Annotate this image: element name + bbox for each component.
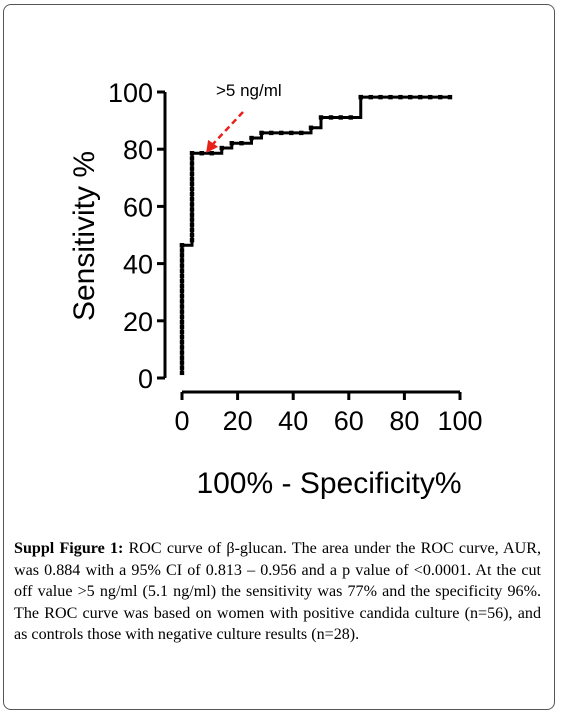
roc-point: [179, 258, 185, 263]
y-tick-label: 60: [123, 192, 153, 222]
roc-point: [189, 151, 195, 156]
roc-point: [179, 304, 185, 309]
roc-point: [179, 355, 185, 360]
roc-point: [189, 191, 195, 197]
roc-point: [447, 94, 453, 100]
roc-point: [179, 329, 185, 335]
roc-point: [189, 156, 195, 161]
roc-point: [179, 360, 185, 365]
roc-point: [348, 115, 353, 120]
roc-point: [358, 94, 363, 100]
roc-point: [189, 202, 195, 207]
y-tick-label: 80: [123, 135, 153, 165]
x-tick-label: 80: [389, 406, 419, 436]
roc-point: [189, 232, 195, 238]
roc-point: [289, 130, 294, 136]
roc-point: [189, 186, 195, 192]
roc-point: [179, 288, 185, 294]
roc-point: [209, 151, 214, 156]
roc-chart: 0 20 40 60 80 100 0 20 40 60 80 100 >5 ng/ml 100% -…: [68, 78, 483, 500]
roc-point: [428, 94, 433, 100]
roc-point: [189, 217, 195, 222]
roc-point: [378, 94, 383, 100]
roc-point: [179, 243, 185, 248]
roc-point: [179, 283, 185, 289]
y-tick-label: 40: [123, 250, 153, 280]
roc-point: [418, 94, 423, 100]
caption-text: ROC curve of β-glucan. The area under th…: [14, 540, 541, 644]
roc-point: [179, 340, 185, 345]
roc-point: [179, 278, 185, 284]
roc-point: [189, 181, 195, 187]
roc-point: [179, 334, 185, 340]
roc-point: [179, 314, 185, 319]
roc-point: [179, 268, 185, 273]
roc-line: [180, 95, 450, 373]
roc-point: [179, 319, 185, 325]
roc-point: [189, 161, 195, 166]
roc-point: [179, 370, 185, 376]
roc-point: [179, 263, 185, 268]
roc-point: [189, 207, 195, 212]
roc-point: [179, 299, 185, 304]
roc-point: [189, 197, 195, 202]
roc-point: [299, 130, 304, 136]
tick-labels: 0 20 40 60 80 100 0 20 40 60 80 100: [108, 78, 483, 436]
roc-point: [179, 365, 185, 370]
y-tick-label: 0: [138, 364, 153, 394]
roc-point: [239, 140, 244, 146]
roc-point: [368, 94, 373, 100]
figure-caption: Suppl Figure 1: ROC curve of β-glucan. T…: [14, 538, 541, 646]
x-axis-label: 100% - Specificity%: [196, 467, 461, 500]
roc-point: [179, 253, 185, 258]
roc-point: [249, 135, 254, 141]
annotation-arrow-head: [206, 139, 219, 153]
roc-point: [219, 145, 224, 151]
annotation-label: >5 ng/ml: [216, 81, 282, 100]
roc-point: [199, 151, 204, 156]
chart-axes: [157, 90, 462, 400]
roc-point: [338, 115, 343, 120]
y-tick-label: 20: [123, 307, 153, 337]
annotation-arrow-shaft: [211, 111, 244, 146]
caption-label: Suppl Figure 1:: [14, 540, 124, 557]
figure-frame: [3, 4, 555, 710]
x-tick-label: 100: [437, 406, 482, 436]
roc-point: [388, 94, 393, 100]
roc-point: [269, 130, 274, 136]
x-tick-label: 0: [174, 406, 189, 436]
roc-point: [189, 227, 195, 233]
roc-series: [179, 94, 453, 376]
x-tick-label: 40: [278, 406, 308, 436]
y-axis-label: Sensitivity %: [68, 151, 101, 321]
roc-point: [438, 94, 443, 100]
roc-point: [179, 294, 185, 299]
roc-point: [318, 115, 324, 120]
roc-point: [179, 273, 185, 279]
y-tick-label: 100: [108, 78, 153, 108]
roc-point: [179, 248, 185, 253]
roc-point: [179, 324, 185, 330]
roc-point: [398, 94, 403, 100]
x-tick-label: 20: [223, 406, 253, 436]
roc-point: [408, 94, 413, 100]
roc-point: [189, 171, 195, 176]
roc-point: [189, 176, 195, 182]
roc-point: [229, 140, 234, 146]
roc-point: [189, 212, 195, 217]
roc-point: [308, 125, 314, 130]
roc-point: [279, 130, 284, 136]
roc-point: [189, 237, 195, 243]
roc-point: [259, 130, 264, 136]
roc-point: [328, 115, 334, 120]
roc-point: [179, 309, 185, 314]
x-tick-label: 60: [334, 406, 364, 436]
roc-point: [189, 222, 195, 227]
roc-point: [189, 166, 195, 171]
cutoff-annotation: >5 ng/ml: [206, 81, 282, 153]
roc-point: [179, 345, 185, 350]
roc-point: [179, 350, 185, 355]
